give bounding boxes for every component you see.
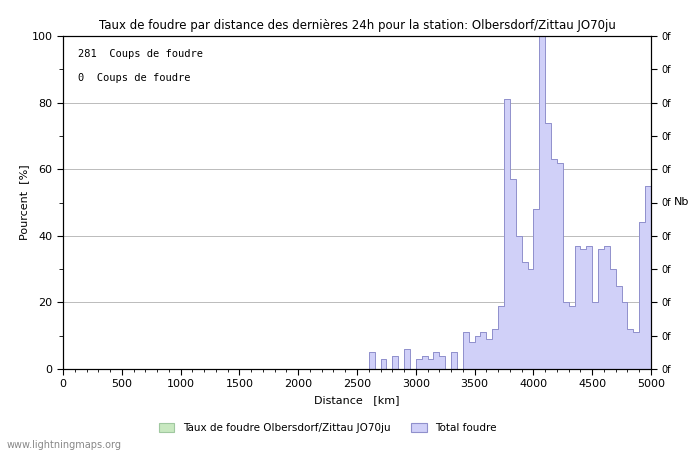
Title: Taux de foudre par distance des dernières 24h pour la station: Olbersdorf/Zittau: Taux de foudre par distance des dernière…	[99, 19, 615, 32]
X-axis label: Distance   [km]: Distance [km]	[314, 395, 400, 405]
Text: 281  Coups de foudre: 281 Coups de foudre	[78, 50, 203, 59]
Legend: Taux de foudre Olbersdorf/Zittau JO70ju, Total foudre: Taux de foudre Olbersdorf/Zittau JO70ju,…	[155, 418, 500, 437]
Y-axis label: Pourcent  [%]: Pourcent [%]	[19, 165, 29, 240]
Text: 0  Coups de foudre: 0 Coups de foudre	[78, 72, 190, 83]
Text: www.lightningmaps.org: www.lightningmaps.org	[7, 440, 122, 450]
Y-axis label: Nb: Nb	[674, 198, 690, 207]
